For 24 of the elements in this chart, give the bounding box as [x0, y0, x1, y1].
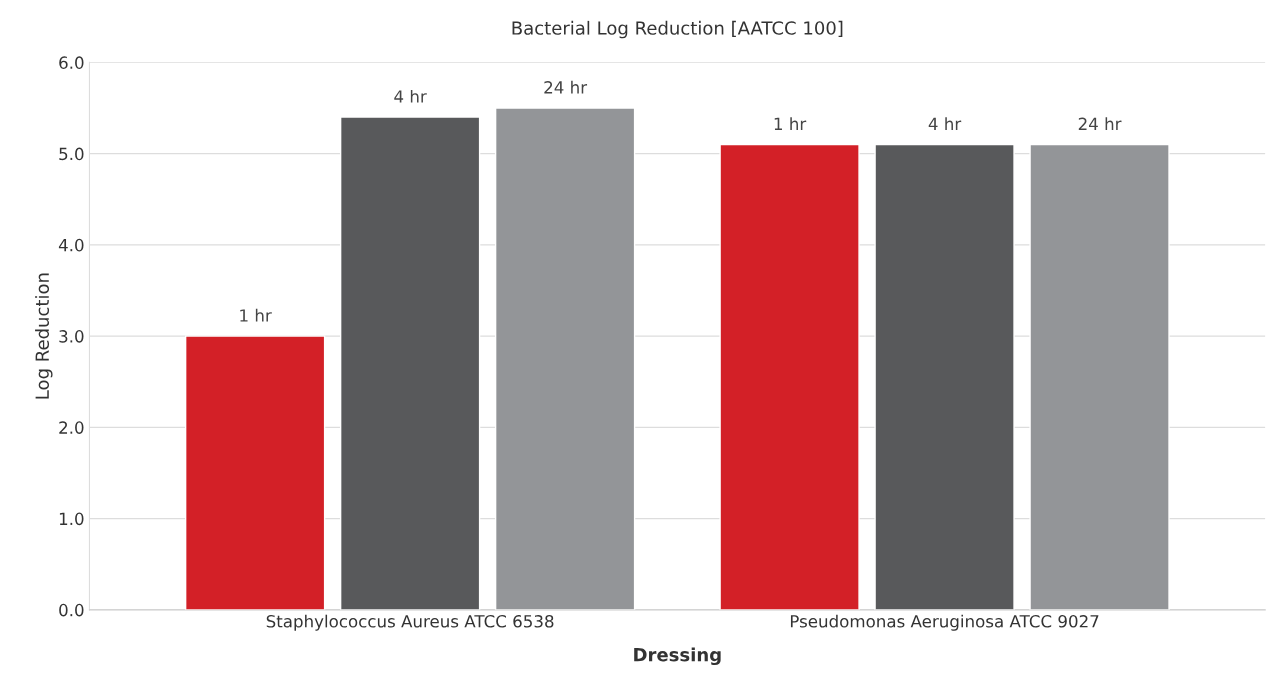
- text: 1 hr: [240, 308, 272, 322]
- series-label: 1 hr: [774, 117, 807, 130]
- bar: [184, 335, 326, 610]
- text: 24 hr: [1078, 117, 1122, 130]
- bar: [494, 107, 636, 610]
- y-tick-label: 6.0: [59, 56, 84, 69]
- text: 4 hr: [928, 117, 962, 130]
- y-tick-label: 2.0: [59, 421, 84, 434]
- y-tick-label: 5.0: [59, 147, 84, 161]
- y-tick-label: 0.0: [59, 603, 84, 617]
- series-label: 4 hr: [394, 89, 427, 103]
- bar: [339, 116, 481, 610]
- chart-title: Bacterial Log Reduction [AATCC 100]: [512, 20, 843, 39]
- x-axis-title: Dressing: [634, 647, 721, 666]
- x-tick-label: Staphylococcus Aureus ATCC 6538: [266, 614, 554, 631]
- series-label: 24 hr: [544, 80, 588, 94]
- y-tick-label: 3.0: [59, 330, 84, 343]
- bar: [1029, 143, 1170, 610]
- x-tick-label: Pseudomonas Aeruginosa ATCC 9027: [790, 614, 1099, 631]
- bar: [719, 143, 860, 610]
- y-tick-label: 1.0: [59, 512, 84, 526]
- y-tick-label: 4.0: [58, 238, 84, 252]
- y-axis-title: Log Reduction: [35, 273, 53, 399]
- bar: [874, 143, 1015, 610]
